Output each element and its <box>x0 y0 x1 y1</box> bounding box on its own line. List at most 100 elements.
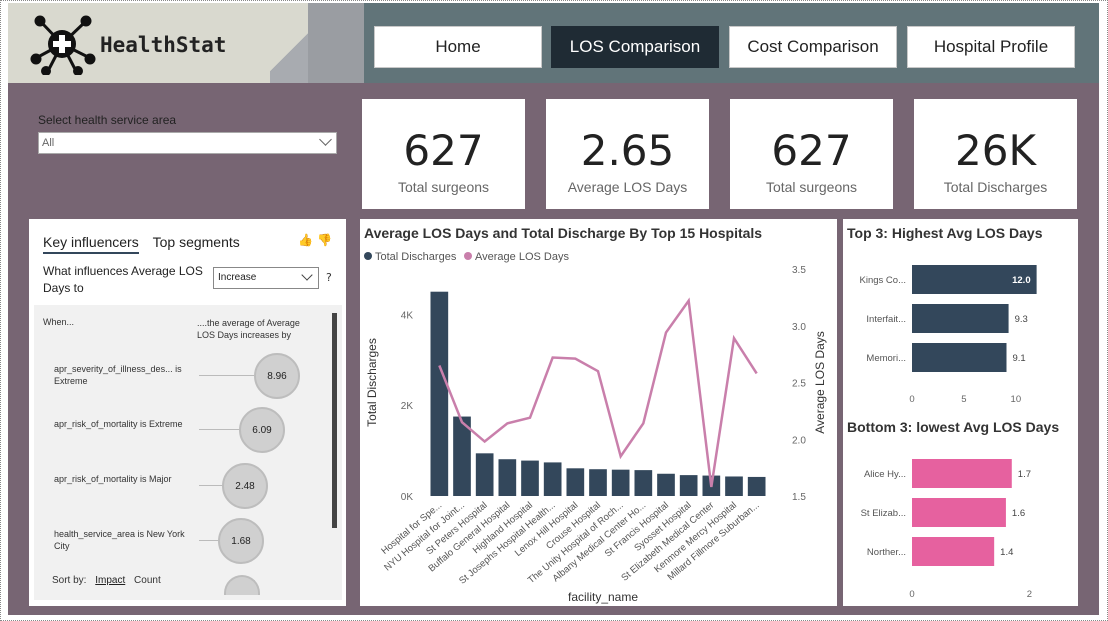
chevron-down-icon <box>301 269 313 281</box>
x-axis-label: facility_name <box>568 590 638 604</box>
combo-chart-svg: Total Discharges Average LOS Days 0K 2K 4K 1.… <box>364 251 827 604</box>
bar-total-discharges <box>498 459 517 496</box>
slicer-dropdown[interactable]: All <box>38 132 337 154</box>
nav-home-button[interactable]: Home <box>374 26 542 68</box>
influencer-bubble[interactable]: 2.48 <box>222 463 268 509</box>
tab-top-segments[interactable]: Top segments <box>152 234 240 250</box>
influencer-panel: When... ....the average of Average LOS D… <box>34 305 342 600</box>
healthstat-logo-icon <box>30 15 96 75</box>
line-average-los <box>438 297 758 488</box>
bar-total-discharges <box>475 453 494 496</box>
hbar-category-label: Norther... <box>867 547 906 558</box>
slicer-value: All <box>42 137 55 149</box>
key-influencers-visual: Key influencers Top segments 👍 👎 What in… <box>29 219 346 606</box>
hbar-x-tick-label: 10 <box>1011 394 1022 405</box>
dropdown-value: Increase <box>218 272 257 283</box>
hbar-data-label: 1.6 <box>1012 508 1025 519</box>
nav-cost-comparison-button[interactable]: Cost Comparison <box>729 26 897 68</box>
kpi-caption: Average LOS Days <box>567 179 688 195</box>
increase-header: ....the average of Average LOS Days incr… <box>197 318 300 340</box>
hbar-x-tick-label: 0 <box>909 589 914 600</box>
help-icon[interactable]: ? <box>326 271 332 284</box>
y2-tick-label: 2.5 <box>792 379 806 390</box>
kpi-caption: Total surgeons <box>397 179 490 195</box>
bar-total-discharges <box>657 473 675 496</box>
kpi-card-total-surgeons-2: 627 Total surgeons <box>730 99 893 209</box>
hbar-category-label: Memori... <box>866 353 906 364</box>
y2-axis-label: Average LOS Days <box>813 331 827 434</box>
slicer-label: Select health service area <box>38 113 177 127</box>
bar-total-discharges <box>521 460 539 496</box>
hbar-bar <box>912 343 1007 372</box>
sort-impact-option[interactable]: Impact <box>95 575 126 586</box>
hbar-data-label: 1.4 <box>1000 547 1013 558</box>
y2-tick-label: 2.0 <box>792 435 806 446</box>
legend-marker-discharges <box>364 252 372 260</box>
tab-key-influencers[interactable]: Key influencers <box>43 234 139 254</box>
sort-control: Sort by: Impact Count <box>52 575 161 586</box>
chevron-down-icon <box>319 133 332 146</box>
thumbs-up-icon[interactable]: 👍 <box>298 233 314 247</box>
dashboard-canvas: HealthStat Home LOS Comparison Cost Comp… <box>8 3 1099 615</box>
y2-tick-label: 1.5 <box>792 492 806 503</box>
kpi-card-total-discharges: 26K Total Discharges <box>914 99 1077 209</box>
hbar-data-label: 9.3 <box>1015 314 1028 325</box>
when-header: When... <box>43 317 75 327</box>
hbar-data-label: 1.7 <box>1018 469 1031 480</box>
kpi-value: 26K <box>955 126 1036 175</box>
bar-total-discharges <box>634 470 653 496</box>
bar-total-discharges <box>589 469 607 496</box>
hbar-category-label: Alice Hy... <box>864 469 906 480</box>
bar-total-discharges <box>725 476 743 496</box>
y2-tick-label: 3.5 <box>792 265 806 276</box>
bar-total-discharges <box>679 475 698 496</box>
bar-total-discharges <box>453 416 471 496</box>
sort-count-option[interactable]: Count <box>134 575 161 586</box>
bar-total-discharges <box>566 468 585 496</box>
panel-scrollbar[interactable] <box>332 313 337 528</box>
kpi-value: 627 <box>403 126 484 175</box>
bottom3-title: Bottom 3: lowest Avg LOS Days <box>847 419 1060 435</box>
kpi-caption: Total Discharges <box>943 179 1048 195</box>
hbar-category-label: Kings Co... <box>860 275 906 286</box>
influencer-item[interactable]: apr_risk_of_mortality is Major <box>54 474 172 484</box>
influencer-item[interactable]: apr_risk_of_mortality is Extreme <box>54 419 183 429</box>
y-axis-label: Total Discharges <box>365 338 379 427</box>
y-tick-label: 2K <box>401 401 414 412</box>
chart-title: Average LOS Days and Total Discharge By … <box>364 225 763 241</box>
hbar-data-label: 9.1 <box>1013 353 1026 364</box>
influencer-item[interactable]: health_service_area is New York City <box>54 529 185 551</box>
influencer-bubble-partial <box>224 575 260 595</box>
y2-tick-label: 3.0 <box>792 322 806 333</box>
bar-total-discharges <box>747 476 766 496</box>
nav-hospital-profile-button[interactable]: Hospital Profile <box>907 26 1075 68</box>
hbar-bar <box>912 265 1037 294</box>
influencer-bubble[interactable]: 6.09 <box>239 407 285 453</box>
kpi-caption: Total surgeons <box>765 179 858 195</box>
kpi-card-average-los: 2.65 Average LOS Days <box>546 99 709 209</box>
kpi-card-total-surgeons: 627 Total surgeons <box>362 99 525 209</box>
hbar-bar <box>912 459 1012 488</box>
influencer-item[interactable]: apr_severity_of_illness_des... is Extrem… <box>54 364 182 386</box>
influencer-bubble[interactable]: 8.96 <box>254 353 300 399</box>
bar-total-discharges <box>543 462 562 496</box>
kpi-value: 627 <box>771 126 852 175</box>
legend-marker-los <box>464 252 472 260</box>
legend-label-los: Average LOS Days <box>475 251 569 263</box>
legend-label-discharges: Total Discharges <box>375 251 457 263</box>
nav-los-comparison-button[interactable]: LOS Comparison <box>551 26 719 68</box>
hbar-data-label: 12.0 <box>1012 275 1031 286</box>
top3-title: Top 3: Highest Avg LOS Days <box>847 225 1043 241</box>
bar-total-discharges <box>611 469 630 496</box>
sort-label: Sort by: <box>52 575 87 586</box>
kpi-value: 2.65 <box>580 126 675 175</box>
influencer-direction-dropdown[interactable]: Increase <box>213 267 319 289</box>
hbar-category-label: St Elizab... <box>861 508 906 519</box>
hbar-bar <box>912 537 995 566</box>
hbar-category-label: Interfait... <box>866 314 906 325</box>
influencer-bubble[interactable]: 1.68 <box>218 518 264 564</box>
navigation-bar: Home LOS Comparison Cost Comparison Hosp… <box>364 3 1099 83</box>
los-discharge-combo-chart: Average LOS Days and Total Discharge By … <box>360 219 837 606</box>
brand-name: HealthStat <box>100 33 227 57</box>
thumbs-down-icon[interactable]: 👎 <box>317 233 332 247</box>
